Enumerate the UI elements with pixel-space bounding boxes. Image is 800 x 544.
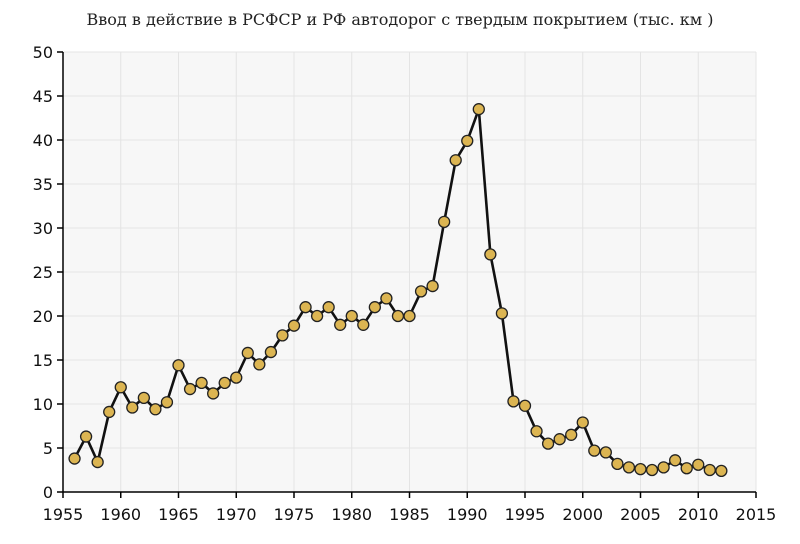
data-point bbox=[310, 309, 324, 323]
data-point bbox=[380, 292, 393, 305]
y-tick-label: 30 bbox=[33, 219, 53, 238]
data-point bbox=[241, 346, 254, 360]
data-point bbox=[195, 376, 208, 390]
chart-title: Ввод в действие в РСФСР и РФ автодорог с… bbox=[86, 10, 714, 29]
x-tick-label: 1975 bbox=[274, 505, 315, 524]
data-point bbox=[391, 309, 405, 323]
data-point bbox=[703, 463, 716, 477]
data-point bbox=[206, 387, 220, 400]
data-point bbox=[634, 462, 647, 476]
y-tick-label: 20 bbox=[33, 307, 53, 326]
data-point bbox=[530, 425, 543, 438]
data-point bbox=[599, 446, 612, 459]
x-tick-label: 2015 bbox=[736, 505, 777, 524]
data-point bbox=[588, 444, 601, 457]
data-point bbox=[91, 455, 104, 469]
y-tick-label: 10 bbox=[33, 395, 53, 414]
data-point bbox=[357, 318, 370, 331]
data-point bbox=[518, 399, 532, 412]
data-point bbox=[657, 461, 670, 474]
data-point bbox=[160, 396, 174, 409]
data-point bbox=[611, 457, 624, 470]
data-point bbox=[322, 301, 335, 314]
data-point bbox=[218, 376, 231, 390]
data-point bbox=[461, 134, 474, 148]
data-point bbox=[126, 401, 139, 414]
x-tick-label: 1970 bbox=[216, 505, 257, 524]
y-tick-label: 25 bbox=[33, 263, 53, 282]
data-point bbox=[230, 371, 243, 384]
data-point bbox=[149, 403, 162, 416]
x-tick-label: 2010 bbox=[678, 505, 719, 524]
data-point bbox=[345, 309, 358, 323]
data-point bbox=[553, 433, 566, 446]
data-point bbox=[403, 309, 416, 323]
data-point bbox=[645, 463, 659, 477]
x-tick-label: 1985 bbox=[389, 505, 430, 524]
data-point bbox=[541, 437, 555, 450]
x-tick-label: 1960 bbox=[100, 505, 141, 524]
y-tick-label: 50 bbox=[33, 43, 53, 62]
data-point bbox=[437, 215, 451, 228]
data-point bbox=[449, 154, 462, 167]
data-point bbox=[299, 301, 312, 314]
y-tick-label: 15 bbox=[33, 351, 53, 370]
data-point bbox=[495, 307, 509, 320]
data-point bbox=[715, 464, 728, 478]
data-point bbox=[368, 301, 382, 314]
data-point bbox=[114, 381, 127, 394]
data-point bbox=[79, 430, 93, 443]
x-tick-label: 2000 bbox=[562, 505, 603, 524]
x-tick-label: 1990 bbox=[447, 505, 488, 524]
data-point bbox=[334, 318, 347, 331]
data-point bbox=[183, 382, 197, 396]
data-point bbox=[276, 329, 289, 342]
data-point bbox=[484, 248, 497, 261]
data-point bbox=[137, 391, 151, 404]
x-tick-label: 1995 bbox=[505, 505, 546, 524]
data-point bbox=[264, 345, 278, 359]
x-tick-label: 2005 bbox=[620, 505, 661, 524]
x-axis-ticks: 1955 1960 1965 1970 1975 1980 1985 1990 1995 2000… bbox=[43, 492, 777, 524]
y-tick-label: 40 bbox=[33, 131, 53, 150]
data-point bbox=[622, 461, 636, 474]
data-point bbox=[172, 359, 185, 372]
data-point bbox=[414, 285, 428, 298]
data-point bbox=[472, 103, 485, 116]
y-tick-label: 0 bbox=[43, 483, 53, 502]
data-point bbox=[287, 319, 301, 332]
y-axis-ticks: 0 5 10 15 20 25 30 35 40 45 50 bbox=[33, 43, 63, 502]
data-points bbox=[68, 103, 728, 478]
y-tick-label: 35 bbox=[33, 175, 53, 194]
data-point bbox=[253, 358, 266, 371]
data-point bbox=[669, 454, 682, 467]
x-tick-label: 1955 bbox=[43, 505, 84, 524]
data-point bbox=[426, 279, 439, 293]
y-tick-label: 45 bbox=[33, 87, 53, 106]
data-point bbox=[103, 405, 116, 419]
data-point bbox=[507, 395, 520, 408]
data-point bbox=[680, 462, 693, 475]
y-tick-label: 5 bbox=[43, 439, 53, 458]
data-point bbox=[565, 428, 578, 441]
data-point bbox=[68, 452, 81, 465]
x-tick-label: 1965 bbox=[158, 505, 199, 524]
x-tick-label: 1980 bbox=[331, 505, 372, 524]
data-point bbox=[576, 416, 589, 429]
data-point bbox=[692, 458, 705, 471]
